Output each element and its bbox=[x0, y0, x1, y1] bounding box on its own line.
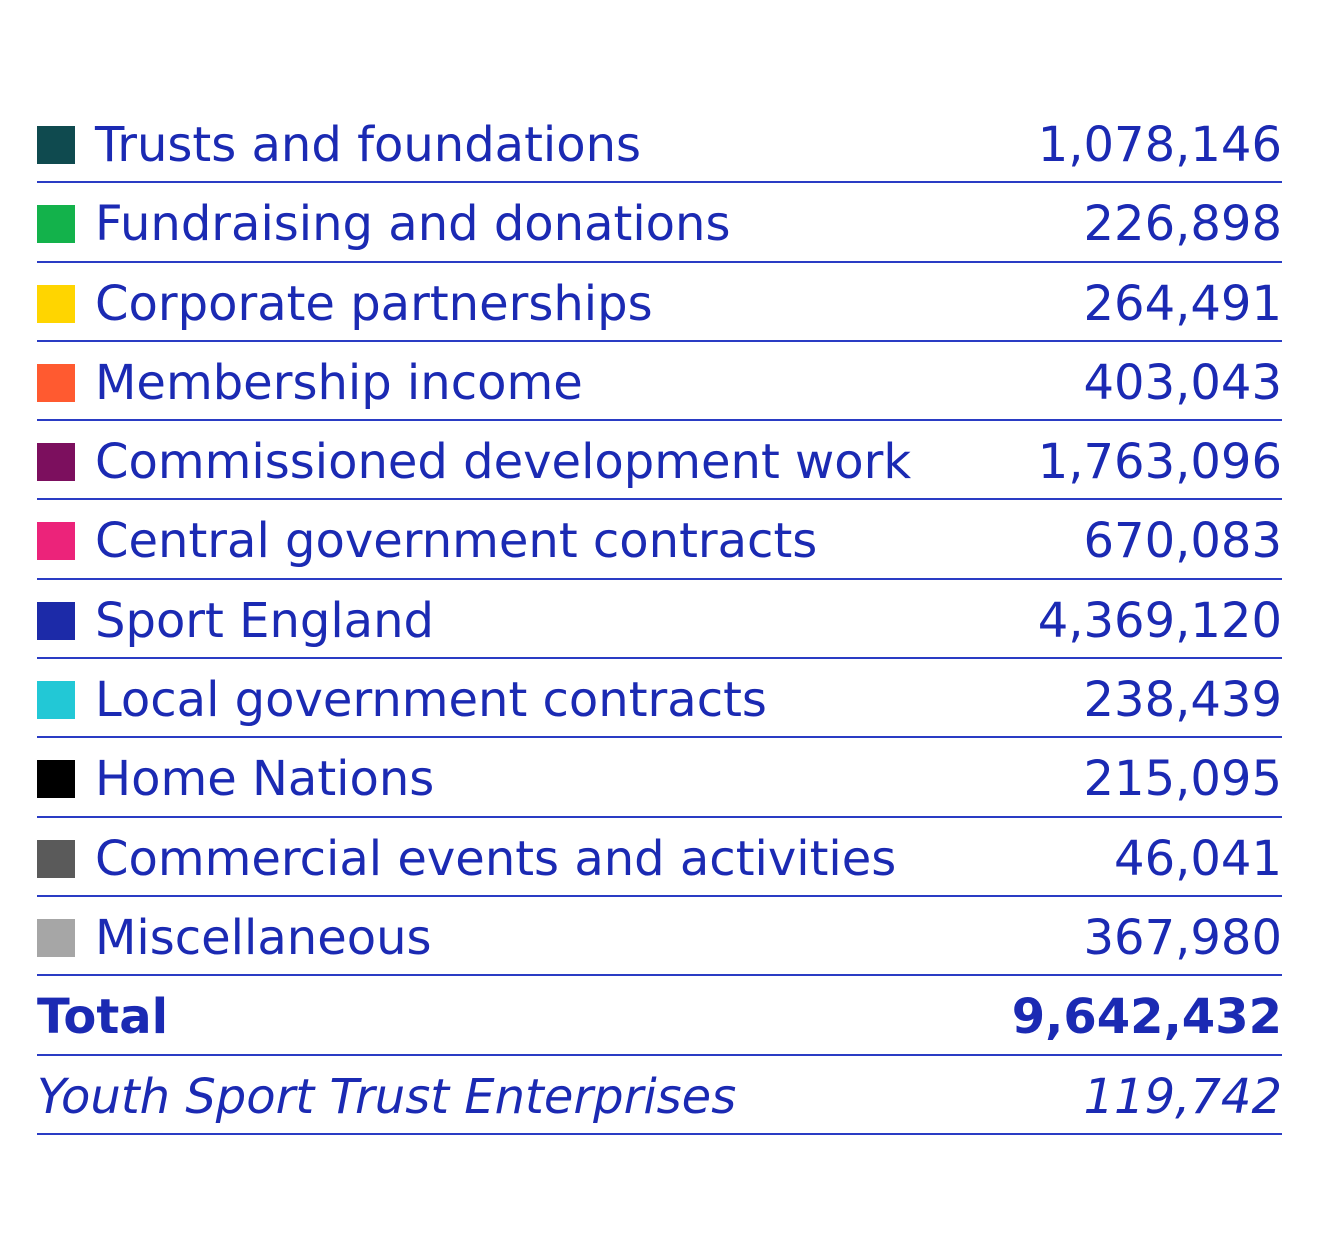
income-label: Sport England bbox=[95, 592, 434, 649]
legend-swatch bbox=[37, 918, 75, 957]
income-row: Membership income 403,043 bbox=[37, 342, 1283, 422]
legend-swatch bbox=[37, 760, 75, 799]
income-value: 264,491 bbox=[1083, 275, 1283, 332]
income-label: Membership income bbox=[95, 354, 583, 411]
income-label: Miscellaneous bbox=[95, 909, 432, 966]
income-row: Commissioned development work 1,763,096 bbox=[37, 421, 1282, 501]
income-row: Central government contracts 670,083 bbox=[37, 500, 1283, 580]
income-label: Home Nations bbox=[95, 751, 435, 808]
income-value: 670,083 bbox=[1083, 513, 1283, 570]
legend-swatch bbox=[37, 284, 75, 323]
income-value: 238,439 bbox=[1083, 672, 1283, 729]
income-row: Sport England 4,369,120 bbox=[37, 580, 1282, 660]
income-label: Local government contracts bbox=[95, 672, 767, 729]
income-label: Central government contracts bbox=[95, 513, 818, 570]
legend-swatch bbox=[37, 363, 75, 402]
income-row: Commercial events and activities 46,041 bbox=[37, 818, 1282, 897]
income-row: Miscellaneous 367,980 bbox=[37, 897, 1283, 977]
income-row: Fundraising and donations 226,898 bbox=[37, 183, 1283, 263]
income-row: Trusts and foundations 1,078,146 bbox=[37, 104, 1282, 184]
total-row: Total 9,642,432 bbox=[37, 976, 1282, 1056]
income-value: 4,369,120 bbox=[1037, 592, 1282, 649]
income-value: 1,078,146 bbox=[1037, 117, 1282, 173]
enterprises-label: Youth Sport Trust Enterprises bbox=[37, 1068, 737, 1125]
income-value: 1,763,096 bbox=[1037, 434, 1282, 491]
enterprises-row: Youth Sport Trust Enterprises 119,742 bbox=[37, 1056, 1282, 1135]
total-value: 9,642,432 bbox=[1011, 989, 1282, 1046]
income-row: Local government contracts 238,439 bbox=[37, 659, 1283, 739]
income-rows: Trusts and foundations 1,078,146 Fundraisi… bbox=[37, 104, 1283, 977]
legend-swatch bbox=[37, 839, 75, 878]
income-label: Trusts and foundations bbox=[95, 117, 642, 173]
legend-swatch bbox=[37, 522, 75, 561]
income-row: Corporate partnerships 264,491 bbox=[37, 263, 1282, 342]
income-value: 215,095 bbox=[1083, 751, 1283, 808]
legend-swatch bbox=[37, 443, 75, 482]
income-value: 403,043 bbox=[1083, 354, 1283, 411]
income-value: 367,980 bbox=[1083, 909, 1283, 966]
income-row: Home Nations 215,095 bbox=[37, 738, 1283, 818]
legend-swatch bbox=[37, 601, 75, 640]
income-label: Corporate partnerships bbox=[95, 275, 653, 332]
legend-swatch bbox=[37, 681, 75, 720]
income-label: Fundraising and donations bbox=[95, 196, 731, 253]
income-label: Commissioned development work bbox=[95, 434, 912, 491]
income-value: 46,041 bbox=[1114, 830, 1282, 887]
enterprises-value: 119,742 bbox=[1083, 1068, 1283, 1125]
income-value: 226,898 bbox=[1083, 196, 1283, 253]
legend-swatch bbox=[37, 205, 75, 244]
income-table: Trusts and foundations 1,078,146 Fundraisi… bbox=[37, 104, 1282, 1135]
legend-swatch bbox=[37, 126, 75, 164]
income-label: Commercial events and activities bbox=[95, 830, 897, 887]
total-label: Total bbox=[37, 989, 169, 1046]
